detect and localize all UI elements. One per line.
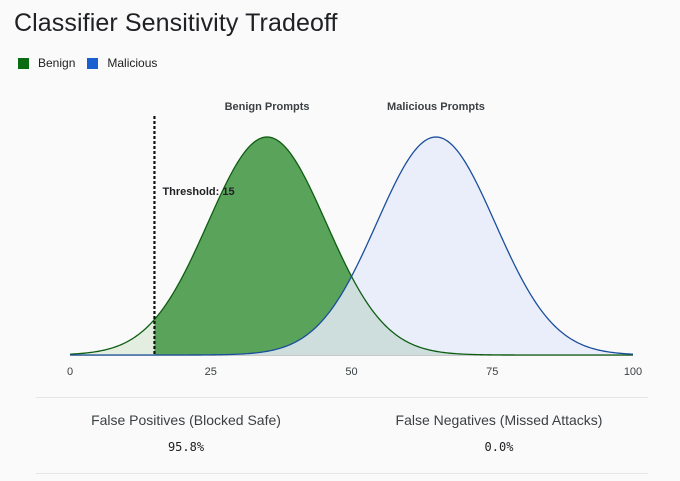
x-tick-label: 100	[624, 366, 642, 378]
threshold-label: Threshold: 15	[162, 186, 234, 198]
metric-false-negatives: False Negatives (Missed Attacks) 0.0%	[369, 412, 629, 454]
chart-svg: 0 25 50 75 100 Benign Prompts Malicious Promp…	[67, 101, 642, 378]
malicious-line	[70, 136, 634, 356]
legend-label-malicious: Malicious	[107, 56, 158, 70]
metrics-divider-bottom	[36, 473, 648, 474]
x-tick-label: 50	[345, 366, 357, 378]
false-positives-label: False Positives (Blocked Safe)	[91, 412, 281, 428]
legend-item-malicious: Malicious	[87, 56, 157, 70]
metric-false-positives: False Positives (Blocked Safe) 95.8%	[56, 412, 316, 454]
false-negatives-value: 0.0%	[484, 440, 514, 454]
x-tick-label: 25	[205, 366, 217, 378]
x-tick-label: 75	[486, 366, 498, 378]
legend-swatch-benign	[18, 57, 29, 69]
legend-label-benign: Benign	[38, 56, 76, 70]
false-positives-value: 95.8%	[167, 440, 205, 454]
series-label: Benign Prompts	[225, 101, 310, 113]
benign-area-above-threshold	[154, 137, 633, 355]
benign-area-below-threshold	[70, 319, 155, 355]
legend-item-benign: Benign	[18, 56, 75, 70]
series-label: Malicious Prompts	[387, 101, 485, 113]
x-tick-label: 0	[67, 366, 73, 378]
false-negatives-label: False Negatives (Missed Attacks)	[395, 412, 603, 428]
malicious-area	[70, 137, 633, 355]
legend: Benign Malicious	[18, 56, 169, 70]
chart-title: Classifier Sensitivity Tradeoff	[14, 9, 338, 37]
legend-swatch-malicious	[87, 57, 99, 69]
metrics-divider-top	[36, 397, 648, 398]
